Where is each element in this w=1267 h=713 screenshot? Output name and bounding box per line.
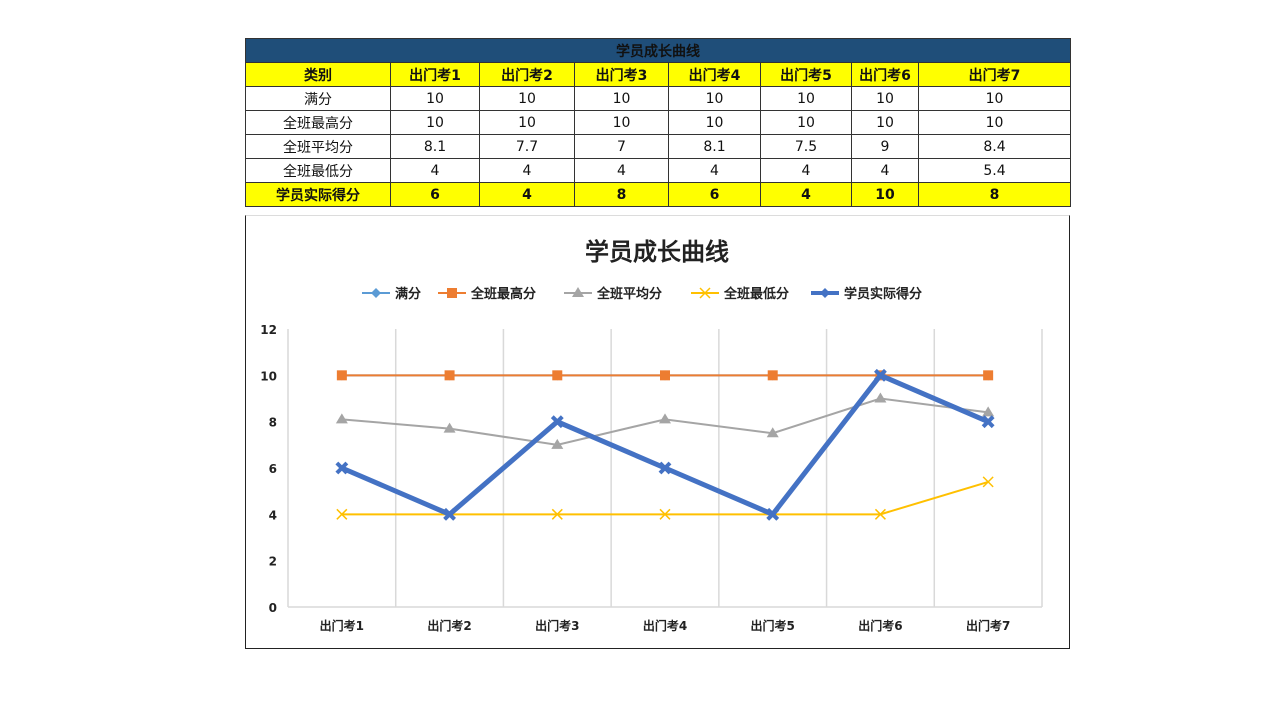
legend-label: 全班平均分	[596, 286, 662, 302]
value-cell[interactable]: 10	[760, 86, 852, 111]
y-tick-label: 12	[260, 323, 277, 337]
value-cell[interactable]: 10	[479, 110, 575, 135]
value-cell[interactable]: 7	[574, 134, 669, 159]
legend-item[interactable]: 全班最低分	[691, 286, 789, 302]
value-cell[interactable]: 10	[918, 86, 1071, 111]
value-cell[interactable]: 10	[760, 110, 852, 135]
value-cell[interactable]: 8	[574, 182, 669, 207]
row-label-cell[interactable]: 全班最高分	[245, 110, 391, 135]
value-cell[interactable]: 10	[918, 110, 1071, 135]
table-row: 学员实际得分 6 4 8 6 4 10 8	[245, 182, 1071, 207]
score-table-sheet: 学员成长曲线 类别 出门考1 出门考2 出门考3 出门考4 出门考5 出门考6 出门考7 满分…	[245, 38, 1071, 207]
legend-label: 全班最高分	[470, 286, 536, 302]
header-cell-exam[interactable]: 出门考7	[918, 62, 1071, 87]
value-cell[interactable]: 10	[574, 110, 669, 135]
table-row: 全班平均分 8.1 7.7 7 8.1 7.5 9 8.4	[245, 134, 1071, 159]
header-cell-exam[interactable]: 出门考6	[851, 62, 919, 87]
header-cell-exam[interactable]: 出门考2	[479, 62, 575, 87]
y-tick-label: 4	[269, 508, 277, 522]
x-tick-label: 出门考2	[427, 618, 471, 633]
y-tick-label: 10	[260, 369, 277, 383]
legend-item[interactable]: 学员实际得分	[811, 286, 922, 302]
header-cell-exam[interactable]: 出门考5	[760, 62, 852, 87]
value-cell[interactable]: 6	[668, 182, 761, 207]
header-cell-category[interactable]: 类别	[245, 62, 391, 87]
legend-item[interactable]: 满分	[362, 286, 421, 302]
value-cell[interactable]: 6	[390, 182, 480, 207]
value-cell[interactable]: 4	[760, 182, 852, 207]
value-cell[interactable]: 10	[851, 182, 919, 207]
x-tick-label: 出门考7	[966, 618, 1010, 633]
chart-area[interactable]: 学员成长曲线 0 2 4 6 8 10 12 出门考1 出门考2 出门考3 出门考4 出门考5 出门考6 出…	[245, 215, 1070, 649]
chart-legend: 满分 全班最高分 全班平均分 全班最低分 学员实际得分	[362, 286, 922, 302]
value-cell[interactable]: 10	[851, 86, 919, 111]
table-header-row: 类别 出门考1 出门考2 出门考3 出门考4 出门考5 出门考6 出门考7	[245, 62, 1071, 87]
x-tick-label: 出门考5	[751, 618, 795, 633]
value-cell[interactable]: 10	[668, 110, 761, 135]
x-tick-label: 出门考1	[320, 618, 364, 633]
header-cell-exam[interactable]: 出门考1	[390, 62, 480, 87]
x-tick-label: 出门考3	[535, 618, 579, 633]
x-tick-label: 出门考4	[643, 618, 687, 633]
value-cell[interactable]: 10	[390, 86, 480, 111]
legend-label: 全班最低分	[723, 286, 789, 302]
value-cell[interactable]: 10	[851, 110, 919, 135]
row-label-cell[interactable]: 全班平均分	[245, 134, 391, 159]
value-cell[interactable]: 4	[668, 158, 761, 183]
value-cell[interactable]: 4	[390, 158, 480, 183]
header-cell-exam[interactable]: 出门考4	[668, 62, 761, 87]
table-title[interactable]: 学员成长曲线	[245, 38, 1071, 63]
header-cell-exam[interactable]: 出门考3	[574, 62, 669, 87]
value-cell[interactable]: 4	[851, 158, 919, 183]
value-cell[interactable]: 10	[390, 110, 480, 135]
value-cell[interactable]: 4	[479, 158, 575, 183]
row-label-cell[interactable]: 满分	[245, 86, 391, 111]
series-3[interactable]	[336, 476, 994, 520]
row-label-cell[interactable]: 全班最低分	[245, 158, 391, 183]
value-cell[interactable]: 8	[918, 182, 1071, 207]
value-cell[interactable]: 8.4	[918, 134, 1071, 159]
y-tick-label: 6	[269, 462, 277, 476]
legend-label: 学员实际得分	[844, 286, 922, 302]
value-cell[interactable]: 7.5	[760, 134, 852, 159]
value-cell[interactable]: 4	[760, 158, 852, 183]
table-row: 全班最高分 10 10 10 10 10 10 10	[245, 110, 1071, 135]
y-tick-label: 8	[269, 416, 277, 430]
legend-label: 满分	[395, 286, 421, 302]
value-cell[interactable]: 10	[668, 86, 761, 111]
value-cell[interactable]: 9	[851, 134, 919, 159]
value-cell[interactable]: 8.1	[390, 134, 480, 159]
legend-item[interactable]: 全班平均分	[564, 286, 662, 302]
value-cell[interactable]: 8.1	[668, 134, 761, 159]
value-cell[interactable]: 4	[574, 158, 669, 183]
value-cell[interactable]: 7.7	[479, 134, 575, 159]
chart-title: 学员成长曲线	[585, 238, 729, 266]
table-body: 满分 10 10 10 10 10 10 10 全班最高分 10 10 10 10 10 10 10 全班平均分…	[245, 86, 1071, 207]
line-chart: 学员成长曲线 0 2 4 6 8 10 12 出门考1 出门考2 出门考3 出门考4 出门考5 出门考6 出…	[260, 238, 1043, 633]
value-cell[interactable]: 5.4	[918, 158, 1071, 183]
table-title-row: 学员成长曲线	[245, 38, 1071, 63]
value-cell[interactable]: 4	[479, 182, 575, 207]
y-tick-label: 2	[269, 555, 277, 569]
value-cell[interactable]: 10	[479, 86, 575, 111]
value-cell[interactable]: 10	[574, 86, 669, 111]
score-table: 学员成长曲线 类别 出门考1 出门考2 出门考3 出门考4 出门考5 出门考6 出门考7 满分…	[245, 38, 1071, 207]
series-4[interactable]	[335, 368, 995, 521]
row-label-cell[interactable]: 学员实际得分	[245, 182, 391, 207]
series-2[interactable]	[335, 392, 995, 449]
table-row: 全班最低分 4 4 4 4 4 4 5.4	[245, 158, 1071, 183]
y-tick-label: 0	[269, 601, 277, 615]
legend-item[interactable]: 全班最高分	[438, 286, 536, 302]
x-tick-label: 出门考6	[858, 618, 902, 633]
table-row: 满分 10 10 10 10 10 10 10	[245, 86, 1071, 111]
